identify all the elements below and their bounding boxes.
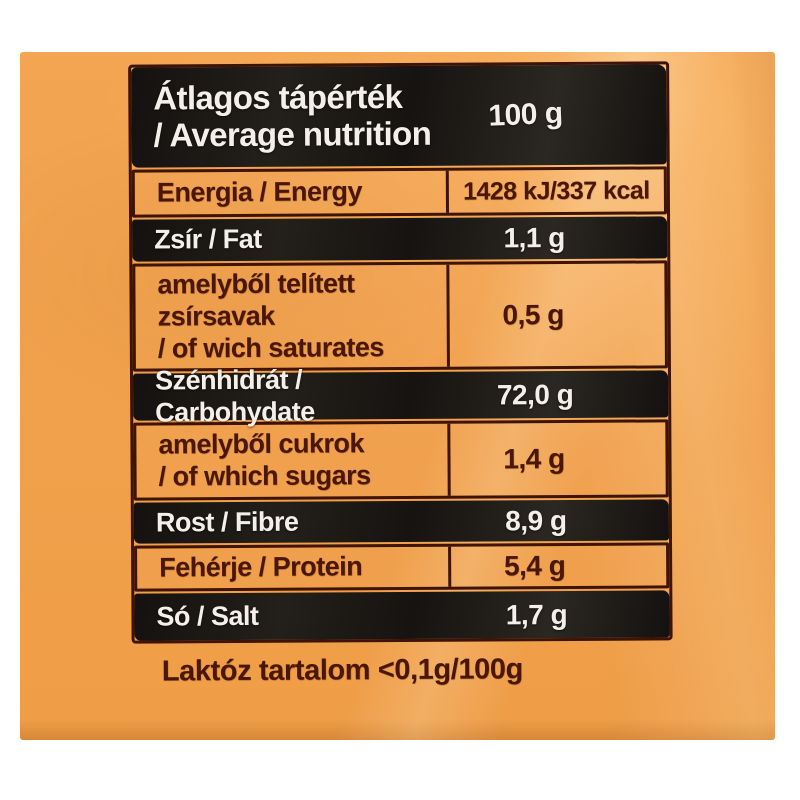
table-header: Átlagos tápérték / Average nutrition 100… — [131, 64, 667, 168]
row-fibre: Rost / Fibre 8,9 g — [133, 499, 670, 544]
row-carbohydrate: Szénhidrát / Carbohydate 72,0 g — [132, 364, 669, 427]
serving-size: 100 g — [487, 96, 564, 133]
row-protein: Fehérje / Protein 5,4 g — [134, 542, 670, 592]
row-fat-label: Zsír / Fat — [154, 223, 262, 255]
row-sugars-value: 1,4 g — [503, 442, 565, 475]
table-title-en: / Average nutrition — [153, 114, 432, 154]
row-carbohydrate-value: 72,0 g — [496, 378, 574, 410]
row-energy-value: 1428 kJ/337 kcal — [462, 175, 650, 206]
row-salt-label: Só / Salt — [156, 600, 259, 632]
row-sugars: amelyből cukrok / of which sugars 1,4 g — [133, 419, 669, 501]
row-fat: Zsír / Fat 1,1 g — [132, 216, 668, 262]
row-energy-label: Energia / Energy — [134, 170, 450, 215]
table-title-hu: Átlagos tápérték — [153, 78, 403, 117]
lactose-note: Laktóz tartalom <0,1g/100g — [161, 653, 523, 688]
row-saturates-value: 0,5 g — [502, 299, 564, 331]
row-fibre-label: Rost / Fibre — [155, 506, 299, 538]
nutrition-label: Átlagos tápérték / Average nutrition 100… — [128, 61, 673, 688]
package-photo: Átlagos tápérték / Average nutrition 100… — [20, 52, 775, 740]
row-salt-value: 1,7 g — [505, 598, 568, 630]
row-protein-label: Fehérje / Protein — [137, 546, 452, 589]
table-title: Átlagos tápérték / Average nutrition — [153, 78, 432, 155]
row-sugars-label: amelyből cukrok / of which sugars — [136, 423, 451, 498]
row-fat-value: 1,1 g — [503, 221, 565, 254]
row-salt: Só / Salt 1,7 g — [134, 590, 670, 641]
row-protein-value: 5,4 g — [503, 549, 566, 582]
row-saturates: amelyből telített zsírsavak / of wich sa… — [132, 260, 668, 372]
row-saturates-label: amelyből telített zsírsavak / of wich sa… — [135, 264, 450, 369]
row-fibre-value: 8,9 g — [505, 504, 567, 536]
row-energy: Energia / Energy 1428 kJ/337 kcal — [131, 166, 668, 218]
nutrition-table: Átlagos tápérték / Average nutrition 100… — [128, 61, 673, 644]
row-carbohydrate-label: Szénhidrát / Carbohydate — [154, 364, 315, 427]
